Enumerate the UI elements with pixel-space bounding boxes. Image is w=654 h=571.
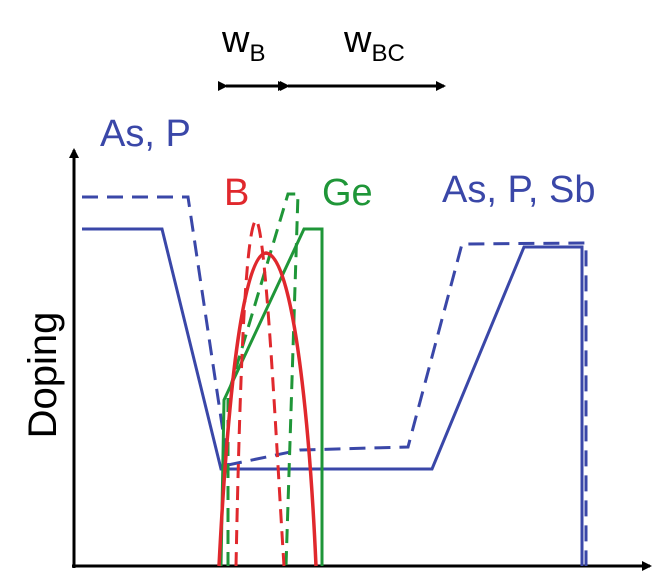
- wbc-label-sub: BC: [371, 40, 404, 67]
- arsenic-phosphorus-dashed-profile: [82, 195, 588, 566]
- germanium-solid-profile: [219, 227, 324, 567]
- wb-label: wB: [221, 19, 265, 67]
- wb-label-main: w: [221, 19, 250, 61]
- boron-label: B: [224, 172, 249, 214]
- wbc-label: wBC: [343, 19, 405, 67]
- germanium-label: Ge: [322, 172, 373, 214]
- boron-solid-profile: [217, 251, 318, 567]
- as-p-sb-label: As, P, Sb: [442, 169, 596, 211]
- wbc-label-main: w: [343, 19, 372, 61]
- y-axis-label: Doping: [21, 312, 65, 439]
- boron-dashed-profile: [234, 218, 286, 567]
- wb-label-sub: B: [249, 40, 265, 67]
- arsenic-phosphorus-antimony-solid-profile: [82, 227, 584, 566]
- as-p-label: As, P: [100, 113, 191, 155]
